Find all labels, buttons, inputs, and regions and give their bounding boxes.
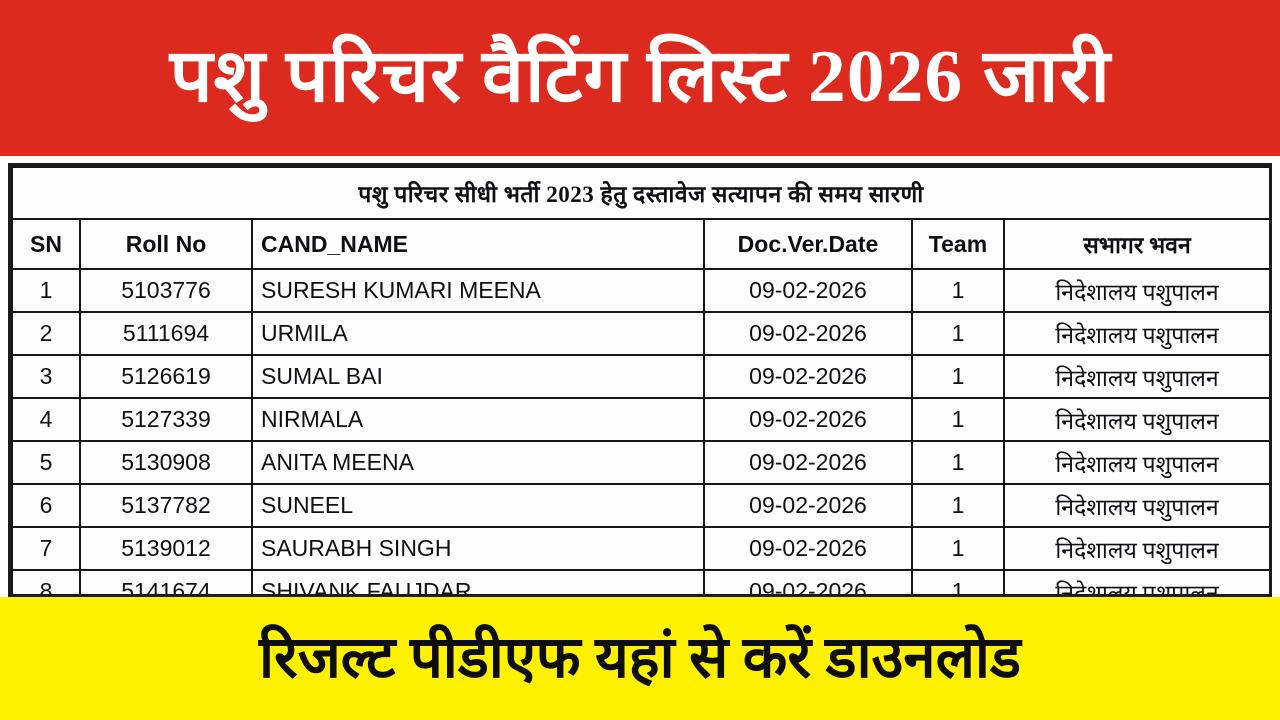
cell-sn: 2 — [11, 311, 81, 356]
cell-roll: 5139012 — [79, 526, 253, 571]
cell-team: 1 — [911, 526, 1005, 571]
table-title: पशु परिचर सीधी भर्ती 2023 हेतु दस्तावेज … — [11, 166, 1269, 220]
column-header-hall: सभागर भवन — [1003, 218, 1269, 270]
cell-date: 09-02-2026 — [703, 440, 913, 485]
cell-hall: निदेशालय पशुपालन — [1003, 354, 1269, 399]
table-row: 6 5137782 SUNEEL 09-02-2026 1 निदेशालय पशुपाल… — [11, 483, 1269, 528]
cell-hall: निदेशालय पशुपालन — [1003, 440, 1269, 485]
cell-roll: 5141674 — [79, 569, 253, 594]
column-header-team: Team — [911, 218, 1005, 270]
download-cta-text: रिजल्ट पीडीएफ यहां से करें डाउनलोड — [259, 625, 1021, 691]
cell-sn: 8 — [11, 569, 81, 594]
cell-name: SAURABH SINGH — [251, 526, 705, 571]
cell-hall: निदेशालय पशुपालन — [1003, 268, 1269, 313]
table-row: 1 5103776 SURESH KUMARI MEENA 09-02-2026 1 नि… — [11, 268, 1269, 313]
cell-sn: 3 — [11, 354, 81, 399]
cell-name: SUMAL BAI — [251, 354, 705, 399]
schedule-table: पशु परिचर सीधी भर्ती 2023 हेतु दस्तावेज … — [11, 166, 1269, 594]
cell-team: 1 — [911, 397, 1005, 442]
cell-hall: निदेशालय पशुपालन — [1003, 569, 1269, 594]
cell-sn: 6 — [11, 483, 81, 528]
table-row: 5 5130908 ANITA MEENA 09-02-2026 1 निदेशालय प… — [11, 440, 1269, 485]
cell-date: 09-02-2026 — [703, 526, 913, 571]
cell-roll: 5130908 — [79, 440, 253, 485]
cell-sn: 7 — [11, 526, 81, 571]
cell-date: 09-02-2026 — [703, 483, 913, 528]
column-header-sn: SN — [11, 218, 81, 270]
cell-roll: 5103776 — [79, 268, 253, 313]
cell-name: SUNEEL — [251, 483, 705, 528]
cell-sn: 4 — [11, 397, 81, 442]
download-cta-banner[interactable]: रिजल्ट पीडीएफ यहां से करें डाउनलोड — [0, 597, 1280, 720]
cell-date: 09-02-2026 — [703, 569, 913, 594]
table-header-row: SN Roll No CAND_NAME Doc.Ver.Date Team स… — [11, 218, 1269, 270]
cell-team: 1 — [911, 268, 1005, 313]
table-title-row: पशु परिचर सीधी भर्ती 2023 हेतु दस्तावेज … — [11, 166, 1269, 220]
cell-name: ANITA MEENA — [251, 440, 705, 485]
column-header-roll: Roll No — [79, 218, 253, 270]
cell-team: 1 — [911, 440, 1005, 485]
cell-roll: 5126619 — [79, 354, 253, 399]
cell-hall: निदेशालय पशुपालन — [1003, 311, 1269, 356]
cell-name: SURESH KUMARI MEENA — [251, 268, 705, 313]
cell-team: 1 — [911, 569, 1005, 594]
cell-date: 09-02-2026 — [703, 397, 913, 442]
column-header-name: CAND_NAME — [251, 218, 705, 270]
cell-team: 1 — [911, 354, 1005, 399]
cell-sn: 5 — [11, 440, 81, 485]
table-row: 2 5111694 URMILA 09-02-2026 1 निदेशालय पशुपाल… — [11, 311, 1269, 356]
cell-date: 09-02-2026 — [703, 268, 913, 313]
cell-hall: निदेशालय पशुपालन — [1003, 483, 1269, 528]
cell-name: URMILA — [251, 311, 705, 356]
cell-hall: निदेशालय पशुपालन — [1003, 526, 1269, 571]
cell-roll: 5111694 — [79, 311, 253, 356]
cell-date: 09-02-2026 — [703, 311, 913, 356]
cell-roll: 5137782 — [79, 483, 253, 528]
table-row: 8 5141674 SHIVANK FAUJDAR 09-02-2026 1 निदेशा… — [11, 569, 1269, 594]
cell-team: 1 — [911, 311, 1005, 356]
headline-text: पशु परिचर वैटिंग लिस्ट 2026 जारी — [169, 36, 1111, 119]
top-headline-banner: पशु परिचर वैटिंग लिस्ट 2026 जारी — [0, 0, 1280, 156]
cell-name: SHIVANK FAUJDAR — [251, 569, 705, 594]
cell-sn: 1 — [11, 268, 81, 313]
table-row: 7 5139012 SAURABH SINGH 09-02-2026 1 निदेशालय… — [11, 526, 1269, 571]
cell-date: 09-02-2026 — [703, 354, 913, 399]
cell-name: NIRMALA — [251, 397, 705, 442]
table-row: 4 5127339 NIRMALA 09-02-2026 1 निदेशालय पशुपा… — [11, 397, 1269, 442]
cell-hall: निदेशालय पशुपालन — [1003, 397, 1269, 442]
schedule-table-container: पशु परिचर सीधी भर्ती 2023 हेतु दस्तावेज … — [8, 163, 1272, 597]
cell-roll: 5127339 — [79, 397, 253, 442]
table-row: 3 5126619 SUMAL BAI 09-02-2026 1 निदेशालय पशु… — [11, 354, 1269, 399]
cell-team: 1 — [911, 483, 1005, 528]
column-header-date: Doc.Ver.Date — [703, 218, 913, 270]
